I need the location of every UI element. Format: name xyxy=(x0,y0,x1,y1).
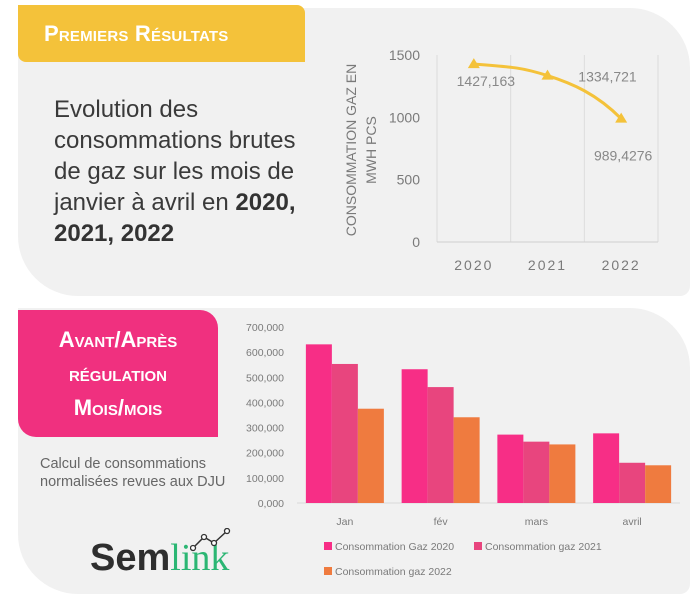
y-tick-label: 0 xyxy=(412,234,420,250)
logo-link: link xyxy=(170,537,230,579)
avant-apres-banner: Avant/Après régulation Mois/mois xyxy=(18,310,218,437)
bar-consommation-gaz-2022 xyxy=(357,408,384,503)
y-tick-label: 500 xyxy=(397,172,421,188)
line-chart-logo-icon xyxy=(190,528,231,552)
bar-consommation-gaz-2021 xyxy=(427,387,454,503)
y-tick-label: 300,000 xyxy=(246,423,284,435)
semlink-logo: Semlink xyxy=(90,528,231,580)
y-tick-label: 0,000 xyxy=(258,498,284,510)
intro-text-body: Evolution des consommations brutes de ga… xyxy=(54,96,296,216)
bar-consommation-gaz-2021 xyxy=(331,363,358,503)
legend-label: Consommation Gaz 2020 xyxy=(335,541,454,553)
data-point-marker xyxy=(467,58,480,69)
y-tick-label: 500,000 xyxy=(246,372,284,384)
banner-line: Mois/mois xyxy=(73,394,163,420)
x-tick-label: 2022 xyxy=(602,257,641,273)
bar-consommation-gaz-2020 xyxy=(305,344,332,503)
intro-text: Evolution des consommations brutes de ga… xyxy=(54,94,314,249)
bar-consommation-gaz-2020 xyxy=(497,434,524,503)
bar-consommation-gaz-2020 xyxy=(593,433,620,503)
x-tick-label: 2020 xyxy=(454,257,493,273)
bar-consommation-gaz-2020 xyxy=(401,369,428,503)
premiers-resultats-banner: Premiers Résultats xyxy=(18,5,305,62)
bar-consommation-gaz-2021 xyxy=(619,462,646,503)
bar-consommation-gaz-2022 xyxy=(549,444,576,503)
description-text: Calcul de consommations normalisées revu… xyxy=(40,456,226,490)
x-tick-label: avril xyxy=(622,516,641,528)
logo-sem: Sem xyxy=(90,537,171,579)
data-label: 1334,721 xyxy=(578,69,637,85)
data-label: 1427,163 xyxy=(457,73,516,89)
bar-consommation-gaz-2022 xyxy=(645,465,672,503)
y-axis-title: MWH PCS xyxy=(363,116,379,184)
banner-line: Avant/Après xyxy=(58,326,178,352)
data-point-marker xyxy=(615,112,628,123)
x-tick-label: mars xyxy=(525,516,548,528)
legend-swatch xyxy=(324,542,332,550)
legend-swatch xyxy=(324,567,332,575)
y-tick-label: 200,000 xyxy=(246,448,284,460)
y-tick-label: 600,000 xyxy=(246,347,284,359)
y-tick-label: 400,000 xyxy=(246,397,284,409)
y-tick-label: 1000 xyxy=(389,109,420,125)
banner-line: régulation xyxy=(68,360,168,386)
y-tick-label: 700,000 xyxy=(246,322,284,334)
bar-consommation-gaz-2022 xyxy=(453,417,480,503)
x-tick-label: Jan xyxy=(336,516,353,528)
y-tick-label: 1500 xyxy=(389,47,420,63)
x-tick-label: 2021 xyxy=(528,257,567,273)
legend-label: Consommation gaz 2022 xyxy=(335,566,452,578)
data-point-marker xyxy=(541,69,554,80)
y-axis-title: CONSOMMATION GAZ EN xyxy=(343,64,359,236)
x-tick-label: fév xyxy=(434,516,449,528)
bar-consommation-gaz-2021 xyxy=(523,441,550,503)
legend-swatch xyxy=(474,542,482,550)
data-label: 989,4276 xyxy=(594,148,653,164)
legend-label: Consommation gaz 2021 xyxy=(485,541,602,553)
intro-years: 2020, 2021, 2022 xyxy=(54,189,296,247)
y-tick-label: 100,000 xyxy=(246,473,284,485)
